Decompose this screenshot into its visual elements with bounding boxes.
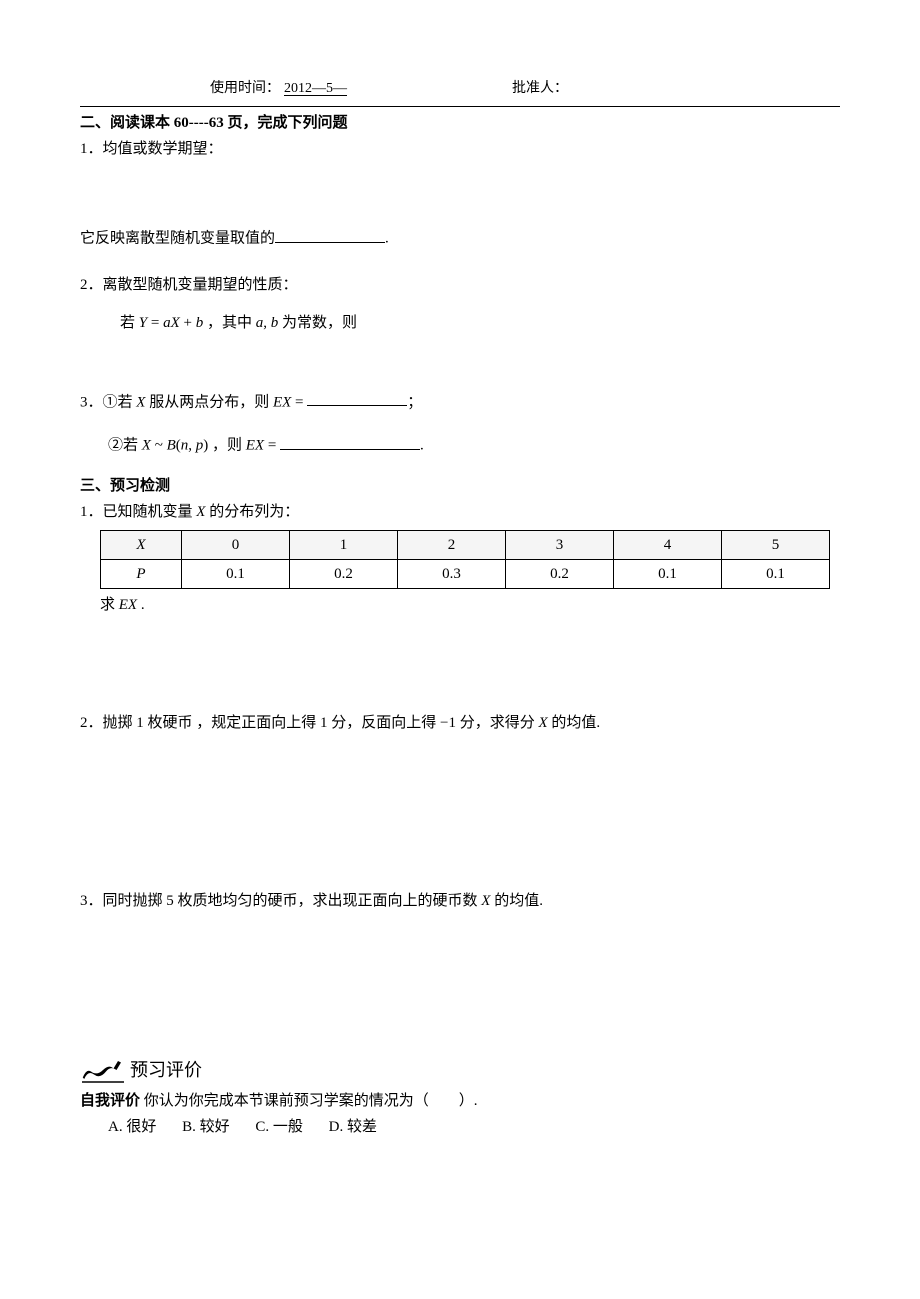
table-cell: 0.2 xyxy=(506,559,614,588)
table-cell: 0.1 xyxy=(722,559,830,588)
s2-q1-workspace xyxy=(80,163,840,223)
s2-q1-prefix: 它反映离散型随机变量取值的 xyxy=(80,231,275,247)
s3-q1-after-suffix: . xyxy=(137,597,145,613)
s3-q2-c: 的均值. xyxy=(548,715,601,731)
s2-q3-2-blank[interactable] xyxy=(280,432,420,450)
page-header: 使用时间： 2012—5— 批准人： xyxy=(80,78,840,100)
s2-q3-1-eq: = xyxy=(295,394,303,410)
s2-q3-1-suffix: ； xyxy=(407,394,422,410)
s2-q3-1-ex: EX xyxy=(273,394,291,410)
s2-q3-2-prefix: ②若 xyxy=(108,438,142,454)
header-rule xyxy=(80,106,840,107)
s3-q1-prefix: 1．已知随机变量 xyxy=(80,504,196,520)
s3-q1-after-ex: EX xyxy=(119,597,137,613)
s3-q2-neg1: −1 xyxy=(440,715,456,731)
s2-q3-2-paren: (n, p) xyxy=(176,438,209,454)
section2-title: 二、阅读课本 60----63 页，完成下列问题 xyxy=(80,111,840,135)
s3-q1-suffix: 的分布列为： xyxy=(205,504,299,520)
s2-q2-text: 若 Y = aX + b ，其中 a, b 为常数，则 xyxy=(120,315,357,331)
table-cell: 0 xyxy=(182,530,290,559)
s2-q3-1-blank[interactable] xyxy=(307,389,407,407)
table-cell: 0.1 xyxy=(614,559,722,588)
eval-self-line: 自我评价 你认为你完成本节课前预习学案的情况为（ ）. xyxy=(80,1089,840,1113)
s2-q3-2-tilde: ~ xyxy=(155,438,163,454)
s3-q2-b: 分，求得分 xyxy=(456,715,539,731)
table-row: P 0.1 0.2 0.3 0.2 0.1 0.1 xyxy=(101,559,830,588)
eval-option-c[interactable]: C. 一般 xyxy=(255,1119,303,1135)
s2-q1-blank[interactable] xyxy=(275,225,385,243)
s2-q3-2-suffix: . xyxy=(420,438,424,454)
eval-heading-row: 预习评价 xyxy=(80,1055,840,1085)
s2-q3-2-bnp: B xyxy=(167,438,176,454)
s3-q3-b: 的均值. xyxy=(490,893,543,909)
s3-q1-after-prefix: 求 xyxy=(100,597,119,613)
table-p-label: P xyxy=(101,559,182,588)
s2-q3-2-ex: EX xyxy=(246,438,264,454)
table-cell: 1 xyxy=(290,530,398,559)
table-cell: 0.3 xyxy=(398,559,506,588)
s3-q1-workspace xyxy=(80,619,840,709)
s3-q3-a: 3．同时抛掷 5 枚质地均匀的硬币，求出现正面向上的硬币数 xyxy=(80,893,481,909)
handwriting-icon xyxy=(80,1055,126,1085)
s2-q3-2-expr: X xyxy=(142,438,151,454)
s3-q2: 2．抛掷 1 枚硬币 ，规定正面向上得 1 分，反面向上得 −1 分，求得分 X… xyxy=(80,711,840,735)
s2-q2-workspace xyxy=(80,337,840,387)
table-cell: 3 xyxy=(506,530,614,559)
s2-q3-line2: ②若 X ~ B(n, p) ，则 EX = . xyxy=(108,432,840,458)
table-cell: 4 xyxy=(614,530,722,559)
section3-title: 三、预习检测 xyxy=(80,474,840,498)
header-right-label: 批准人： xyxy=(512,78,568,100)
s3-q3-workspace xyxy=(80,915,840,1045)
s2-q2-line: 若 Y = aX + b ，其中 a, b 为常数，则 xyxy=(120,311,840,335)
s2-q3-2-mid: ，则 xyxy=(208,438,246,454)
header-date: 2012—5— xyxy=(284,78,347,100)
s2-q1-suffix: . xyxy=(385,231,389,247)
s3-q3: 3．同时抛掷 5 枚质地均匀的硬币，求出现正面向上的硬币数 X 的均值. xyxy=(80,889,840,913)
table-cell: 0.1 xyxy=(182,559,290,588)
eval-heading: 预习评价 xyxy=(130,1056,202,1085)
s3-q1-after: 求 EX . xyxy=(100,593,840,617)
distribution-table: X 0 1 2 3 4 5 P 0.1 0.2 0.3 0.2 0.1 0.1 xyxy=(100,530,830,589)
table-x-label: X xyxy=(101,530,182,559)
eval-option-b[interactable]: B. 较好 xyxy=(182,1119,230,1135)
eval-options: A. 很好 B. 较好 C. 一般 D. 较差 xyxy=(108,1115,840,1139)
eval-self-text: 你认为你完成本节课前预习学案的情况为（ ）. xyxy=(140,1093,478,1109)
s2-q3-line1: 3．①若 X 服从两点分布，则 EX = ； xyxy=(80,389,840,415)
s3-q1-label: 1．已知随机变量 X 的分布列为： xyxy=(80,500,840,524)
s3-q2-var: X xyxy=(539,715,548,731)
header-left-label: 使用时间： xyxy=(210,78,280,100)
table-cell: 2 xyxy=(398,530,506,559)
eval-option-d[interactable]: D. 较差 xyxy=(329,1119,377,1135)
s2-q3-2-eq: = xyxy=(268,438,276,454)
s2-q3-1-mid: 服从两点分布，则 xyxy=(145,394,273,410)
table-row: X 0 1 2 3 4 5 xyxy=(101,530,830,559)
page: 使用时间： 2012—5— 批准人： 二、阅读课本 60----63 页，完成下… xyxy=(0,0,920,1299)
eval-self-label: 自我评价 xyxy=(80,1093,140,1109)
s2-q1-label: 1．均值或数学期望： xyxy=(80,137,840,161)
s2-q2-label: 2．离散型随机变量期望的性质： xyxy=(80,273,840,297)
eval-option-a[interactable]: A. 很好 xyxy=(108,1119,156,1135)
table-cell: 0.2 xyxy=(290,559,398,588)
s3-q2-workspace xyxy=(80,737,840,887)
s3-q2-a: 2．抛掷 1 枚硬币 ，规定正面向上得 1 分，反面向上得 xyxy=(80,715,440,731)
table-cell: 5 xyxy=(722,530,830,559)
s2-q1-fill: 它反映离散型随机变量取值的. xyxy=(80,225,840,251)
s2-q3-1-prefix: 3．①若 xyxy=(80,394,136,410)
